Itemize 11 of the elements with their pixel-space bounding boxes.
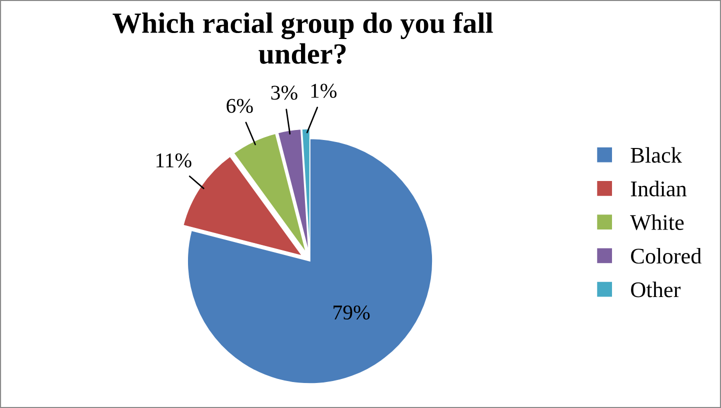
data-label: 6% (226, 98, 253, 113)
legend-label: Colored (631, 248, 702, 264)
data-label: 3% (271, 86, 298, 100)
data-label: 11% (156, 153, 192, 168)
data-label: 79% (334, 305, 370, 320)
chart-title: Which racial group do you fall under? (112, 12, 493, 64)
legend-label: Black (630, 147, 682, 163)
legend-label: Other (631, 282, 681, 298)
data-label: 1% (311, 84, 337, 98)
legend-label: Indian (630, 180, 687, 196)
legend-label: White (630, 214, 684, 230)
